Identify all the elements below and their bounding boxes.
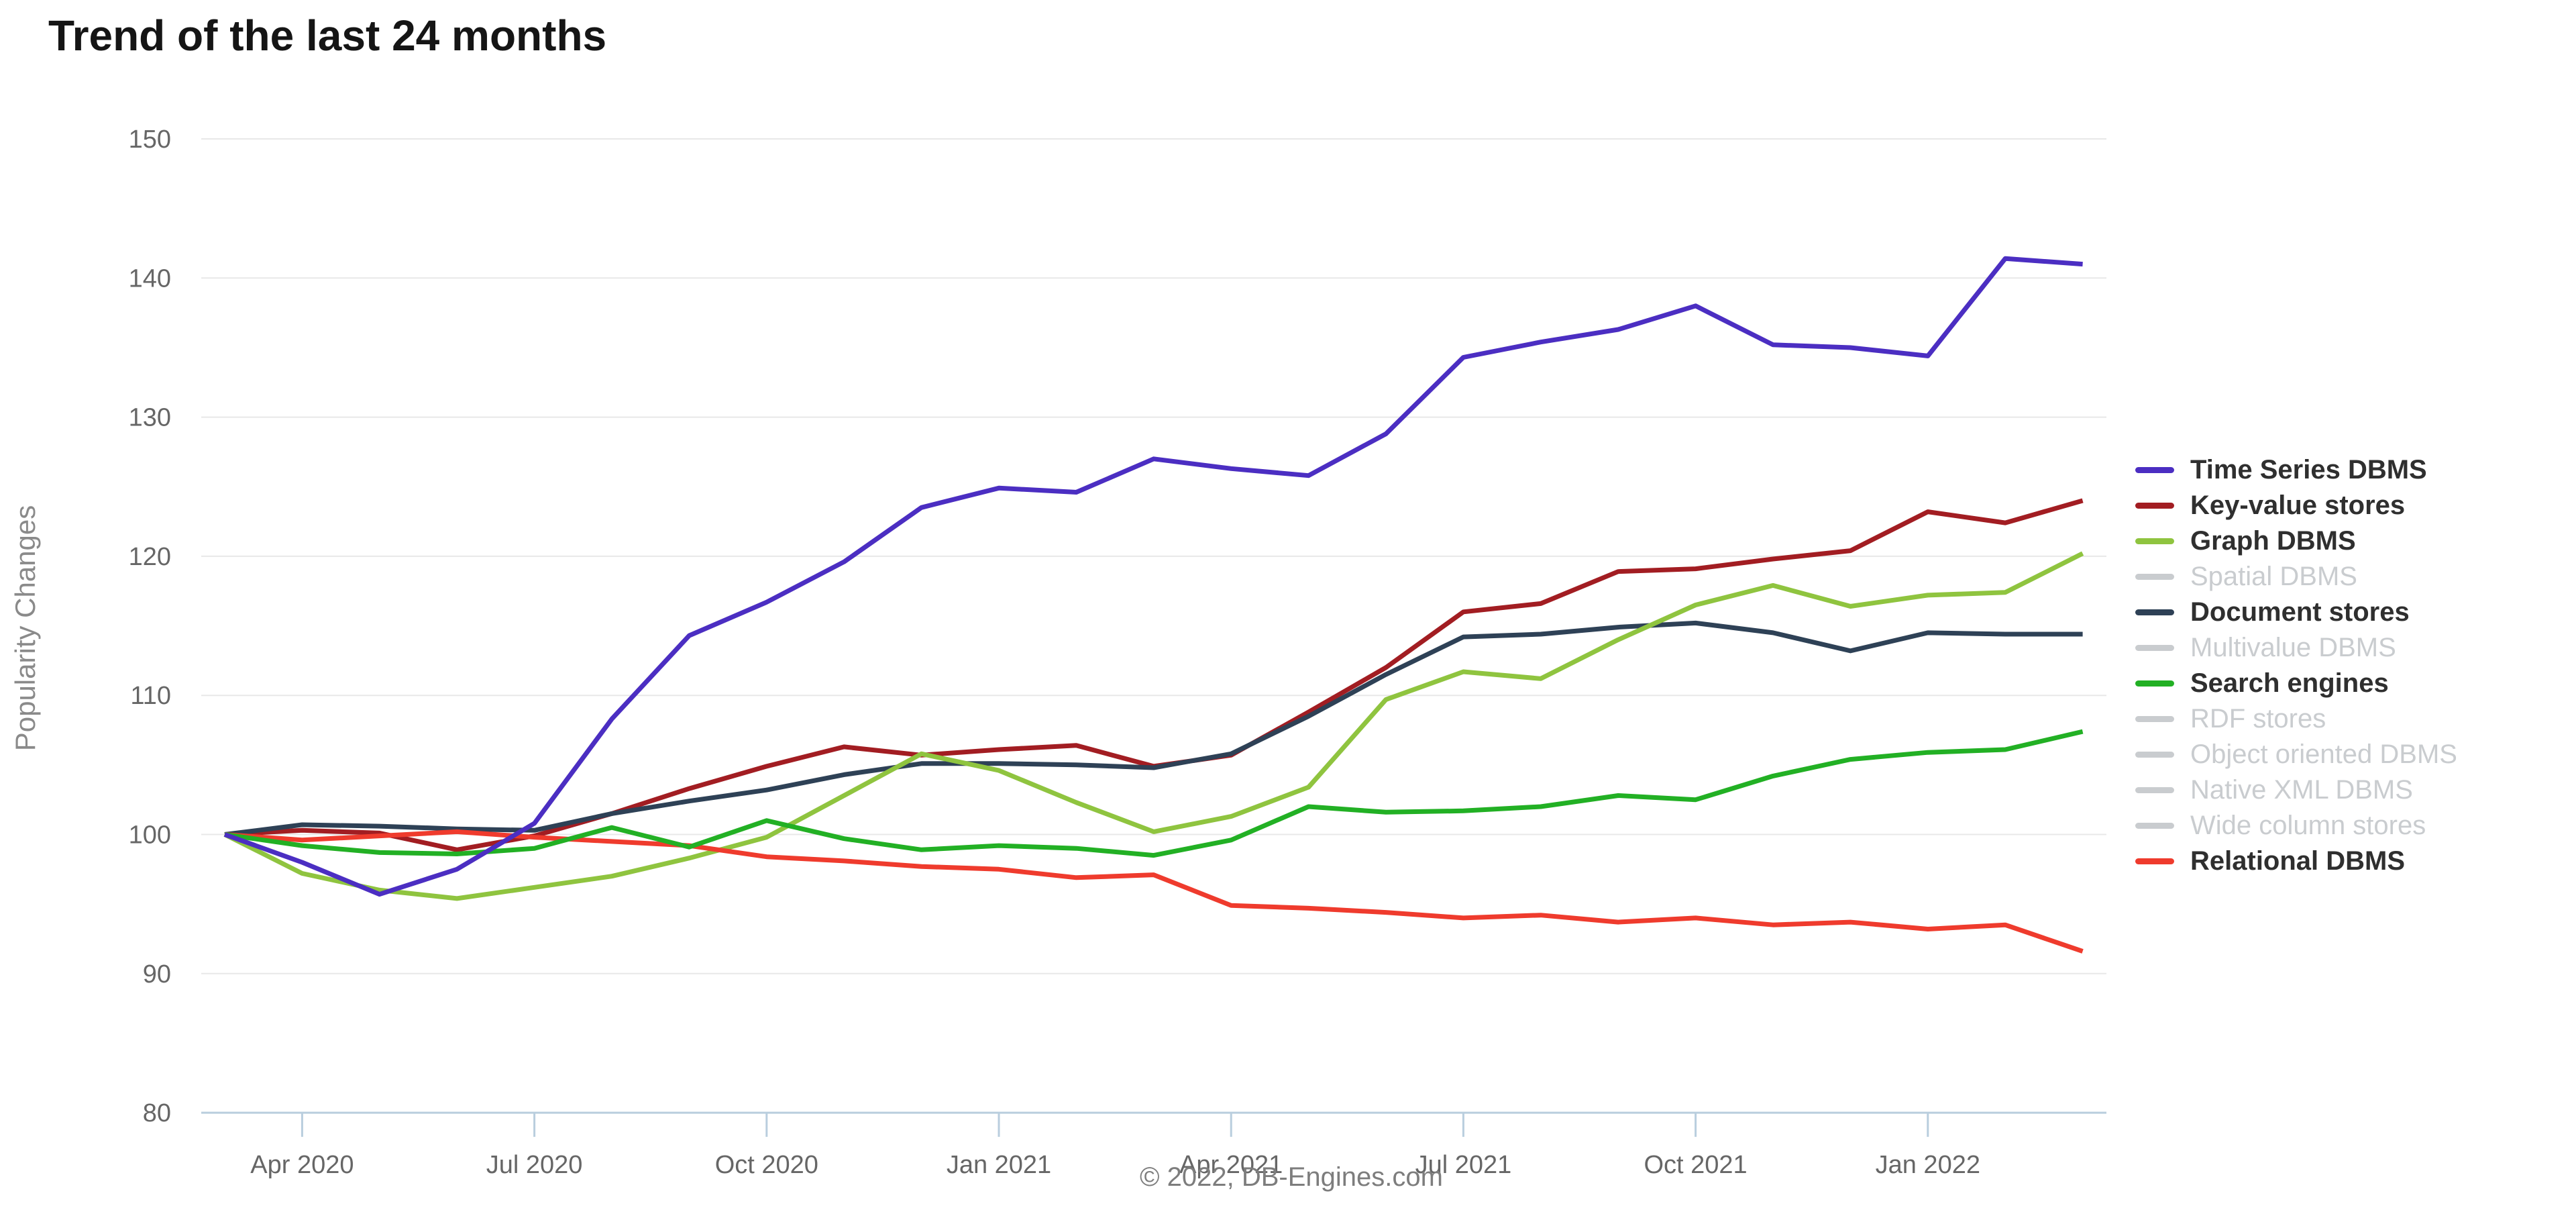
legend-item-object-oriented-dbms[interactable]: Object oriented DBMS — [2135, 737, 2457, 772]
x-tick-label: Oct 2021 — [1644, 1151, 1747, 1179]
legend-swatch-icon — [2135, 467, 2174, 473]
legend-item-label: Wide column stores — [2190, 811, 2426, 840]
y-tick-label: 90 — [143, 960, 171, 988]
series-line-graph-dbms[interactable] — [223, 551, 2084, 901]
legend-swatch-icon — [2135, 787, 2174, 793]
series-line-time-series-dbms[interactable] — [223, 256, 2083, 897]
legend: Time Series DBMS Key-value stores Graph DB… — [2135, 452, 2457, 879]
legend-item-label: Native XML DBMS — [2190, 775, 2413, 805]
y-tick-label: 80 — [143, 1099, 171, 1127]
legend-item-spatial-dbms[interactable]: Spatial DBMS — [2135, 559, 2457, 595]
series-line-relational-dbms[interactable] — [224, 829, 2084, 954]
x-tick-label: Jul 2020 — [486, 1151, 583, 1179]
copyright-note: © 2022, DB-Engines.com — [1140, 1162, 1443, 1192]
series-line-search-engines[interactable] — [224, 729, 2084, 858]
legend-swatch-icon — [2135, 680, 2174, 687]
legend-item-graph-dbms[interactable]: Graph DBMS — [2135, 523, 2457, 559]
legend-item-document-stores[interactable]: Document stores — [2135, 595, 2457, 630]
legend-item-wide-column-stores[interactable]: Wide column stores — [2135, 808, 2457, 844]
y-tick-label: 130 — [129, 404, 171, 432]
legend-item-label: Object oriented DBMS — [2190, 740, 2457, 769]
series-line-key-value-stores[interactable] — [224, 498, 2084, 852]
series-line-document-stores[interactable] — [224, 620, 2083, 837]
y-axis-title: Popularity Changes — [9, 505, 41, 752]
legend-swatch-icon — [2135, 823, 2174, 829]
y-tick-label: 140 — [129, 264, 171, 293]
legend-item-rdf-stores[interactable]: RDF stores — [2135, 701, 2457, 737]
legend-item-key-value-stores[interactable]: Key-value stores — [2135, 488, 2457, 523]
chart-title: Trend of the last 24 months — [48, 11, 607, 60]
x-tick-label: Oct 2020 — [715, 1151, 818, 1179]
legend-swatch-icon — [2135, 716, 2174, 722]
legend-item-label: Time Series DBMS — [2190, 455, 2427, 485]
x-tick-label: Jul 2021 — [1415, 1151, 1512, 1179]
legend-item-label: Search engines — [2190, 668, 2389, 698]
legend-item-label: Multivalue DBMS — [2190, 633, 2396, 662]
legend-item-multivalue-dbms[interactable]: Multivalue DBMS — [2135, 630, 2457, 666]
legend-item-label: Key-value stores — [2190, 491, 2406, 520]
legend-swatch-icon — [2135, 752, 2174, 758]
legend-item-label: Graph DBMS — [2190, 526, 2356, 556]
legend-item-native-xml-dbms[interactable]: Native XML DBMS — [2135, 772, 2457, 808]
legend-item-time-series-dbms[interactable]: Time Series DBMS — [2135, 452, 2457, 488]
y-tick-label: 120 — [129, 543, 171, 571]
legend-item-search-engines[interactable]: Search engines — [2135, 666, 2457, 701]
legend-item-label: Relational DBMS — [2190, 846, 2406, 876]
y-tick-label: 150 — [129, 125, 171, 154]
legend-swatch-icon — [2135, 574, 2174, 580]
legend-item-label: Document stores — [2190, 597, 2410, 627]
legend-swatch-icon — [2135, 503, 2174, 509]
x-tick-label: Jan 2022 — [1876, 1151, 1980, 1179]
legend-item-label: Spatial DBMS — [2190, 562, 2357, 591]
legend-item-relational-dbms[interactable]: Relational DBMS — [2135, 844, 2457, 879]
x-tick-label: Apr 2021 — [1179, 1151, 1283, 1179]
legend-swatch-icon — [2135, 858, 2174, 864]
y-tick-label: 100 — [129, 821, 171, 850]
legend-swatch-icon — [2135, 609, 2174, 615]
x-tick-label: Apr 2020 — [250, 1151, 354, 1179]
x-tick-label: Jan 2021 — [947, 1151, 1051, 1179]
y-tick-label: 110 — [130, 682, 171, 710]
legend-swatch-icon — [2135, 538, 2174, 544]
legend-swatch-icon — [2135, 645, 2174, 651]
legend-item-label: RDF stores — [2190, 704, 2326, 733]
